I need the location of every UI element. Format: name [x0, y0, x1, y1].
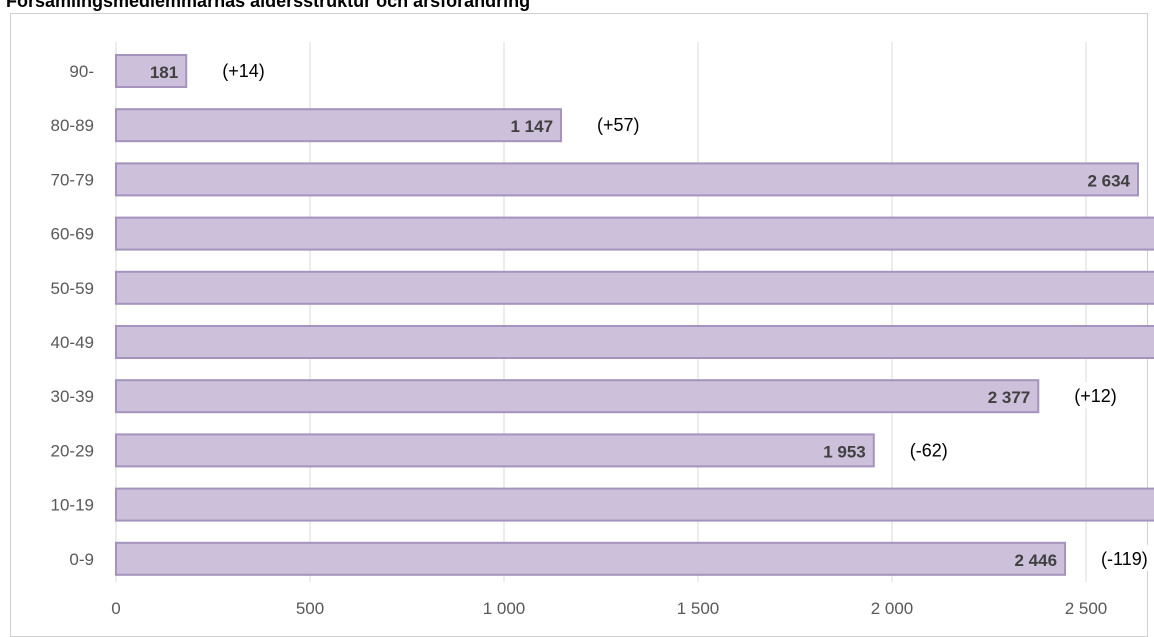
change-label: (+57)	[597, 115, 640, 135]
x-tick-label: 1 000	[483, 599, 526, 618]
x-tick-label: 2 500	[1065, 599, 1108, 618]
change-label-background	[905, 436, 964, 463]
bar	[115, 54, 188, 88]
category-label: 10-19	[51, 496, 94, 515]
value-label: 2 377	[988, 388, 1031, 407]
bar	[115, 379, 1040, 414]
category-label: 90-	[69, 62, 94, 81]
category-label: 50-59	[51, 279, 94, 298]
category-label: 40-49	[51, 333, 94, 352]
category-label: 70-79	[51, 170, 94, 189]
change-label-background	[1097, 544, 1154, 571]
value-label: 1 147	[510, 117, 553, 136]
chart-title: Församlingsmedlemmarnas åldersstruktur o…	[6, 0, 531, 11]
category-label: 80-89	[51, 116, 94, 135]
bar	[115, 541, 1067, 576]
bars	[115, 54, 1154, 576]
bar	[115, 487, 1154, 522]
change-labels: (+14)(+57)(+24)(+19)(-100)(-118)(+12)(-6…	[218, 57, 1154, 571]
x-tick-label: 1 500	[677, 599, 720, 618]
change-label: (-119)	[1101, 549, 1148, 569]
category-labels: 90- 80-89 70-79 60-69 50-59 40-49 30-39 20-29 10…	[51, 62, 94, 569]
x-tick-label: 0	[111, 599, 120, 618]
category-label: 20-29	[51, 441, 94, 460]
x-tick-label: 500	[296, 599, 324, 618]
bar	[115, 433, 875, 468]
x-tick-label: 2 000	[871, 599, 914, 618]
bar	[115, 325, 1154, 359]
value-label: 1 953	[823, 442, 866, 461]
change-label-background	[218, 57, 277, 83]
change-label-background	[1070, 382, 1129, 409]
change-label: (+12)	[1074, 386, 1117, 406]
change-label: (+14)	[222, 61, 265, 81]
category-label: 0-9	[69, 550, 94, 569]
category-label: 30-39	[51, 387, 94, 406]
value-label: 2 634	[1087, 171, 1130, 190]
bar	[115, 108, 563, 143]
bar	[115, 270, 1154, 305]
category-label: 60-69	[51, 225, 94, 244]
bar	[115, 162, 1139, 197]
change-label-background	[593, 111, 652, 138]
change-label: (-62)	[910, 440, 948, 460]
value-label: 181	[150, 63, 178, 82]
bar	[115, 216, 1154, 251]
value-label: 2 446	[1015, 551, 1058, 570]
